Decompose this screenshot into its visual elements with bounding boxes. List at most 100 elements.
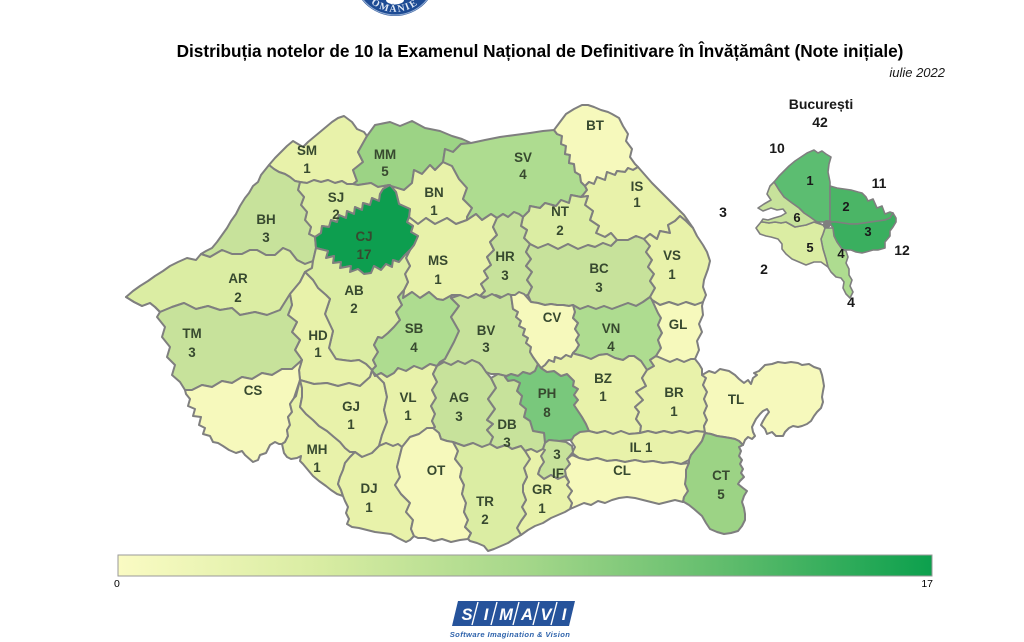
svg-text:CL: CL [613,463,631,478]
svg-text:OT: OT [427,463,446,478]
svg-text:17: 17 [921,578,933,590]
svg-text:BV: BV [477,323,496,338]
svg-text:8: 8 [543,405,551,420]
svg-text:M: M [499,606,514,624]
svg-text:3: 3 [864,224,871,239]
svg-text:2: 2 [481,512,488,527]
svg-text:IL 1: IL 1 [630,440,653,455]
svg-text:DJ: DJ [360,481,377,496]
svg-text:3: 3 [503,435,510,450]
svg-text:PH: PH [538,386,557,401]
svg-text:2: 2 [350,301,357,316]
svg-text:BZ: BZ [594,371,612,386]
svg-text:OMÂNIE: OMÂNIE [369,0,420,15]
svg-text:4: 4 [410,340,418,355]
svg-text:3: 3 [595,280,602,295]
svg-text:BH: BH [256,212,275,227]
svg-text:București: București [789,96,854,112]
svg-text:1: 1 [670,404,678,419]
svg-text:6: 6 [793,210,800,225]
svg-text:MM: MM [374,147,396,162]
svg-text:CV: CV [543,310,562,325]
svg-text:DB: DB [497,417,517,432]
svg-text:1: 1 [303,161,311,176]
svg-text:1: 1 [347,417,355,432]
svg-text:5: 5 [381,164,389,179]
svg-text:GL: GL [669,317,688,332]
svg-text:2: 2 [842,199,849,214]
svg-text:HR: HR [495,249,515,264]
svg-text:BC: BC [589,261,609,276]
svg-text:VS: VS [663,248,681,263]
svg-text:3: 3 [455,409,462,424]
svg-text:1: 1 [365,500,373,515]
svg-text:3: 3 [719,204,727,220]
svg-text:GR: GR [532,482,552,497]
svg-text:VN: VN [602,321,621,336]
svg-text:12: 12 [894,242,910,258]
svg-text:VL: VL [399,390,416,405]
svg-text:Software Imagination & Vision: Software Imagination & Vision [450,630,571,639]
svg-text:IS: IS [631,179,644,194]
svg-text:2: 2 [234,290,241,305]
svg-text:0: 0 [114,578,120,590]
svg-text:3: 3 [188,345,195,360]
svg-text:AG: AG [449,390,469,405]
svg-text:4: 4 [847,294,855,310]
svg-text:1: 1 [430,203,438,218]
svg-text:17: 17 [357,247,372,262]
svg-text:A: A [520,606,533,624]
svg-text:10: 10 [769,140,785,156]
svg-text:S: S [461,606,472,624]
svg-text:11: 11 [872,175,887,191]
svg-text:BR: BR [664,385,684,400]
svg-text:1: 1 [806,173,813,188]
svg-text:1: 1 [434,272,442,287]
svg-text:TR: TR [476,494,494,509]
svg-text:4: 4 [837,246,845,261]
svg-text:TL: TL [728,392,744,407]
svg-text:3: 3 [482,340,489,355]
svg-text:CT: CT [712,468,731,483]
svg-text:3: 3 [501,268,508,283]
svg-text:4: 4 [519,167,527,182]
svg-text:iulie 2022: iulie 2022 [889,65,945,80]
svg-text:1: 1 [633,195,641,210]
svg-text:5: 5 [717,487,725,502]
svg-text:42: 42 [812,114,828,130]
svg-text:2: 2 [556,223,563,238]
svg-text:SB: SB [405,321,424,336]
svg-text:AB: AB [344,283,364,298]
svg-text:SM: SM [297,143,317,158]
svg-text:CJ: CJ [355,229,372,244]
svg-text:BN: BN [424,185,443,200]
svg-text:MS: MS [428,253,448,268]
svg-text:NT: NT [551,204,570,219]
svg-text:SV: SV [514,150,532,165]
svg-text:MH: MH [307,442,328,457]
svg-text:1: 1 [538,501,546,516]
svg-text:TM: TM [182,326,201,341]
svg-text:CS: CS [244,383,263,398]
svg-text:3: 3 [262,230,269,245]
svg-text:1: 1 [668,267,676,282]
svg-text:SJ: SJ [328,190,344,205]
svg-text:4: 4 [607,339,615,354]
svg-text:1: 1 [313,460,321,475]
svg-text:5: 5 [806,240,813,255]
svg-text:2: 2 [760,261,768,277]
svg-text:1: 1 [599,389,607,404]
svg-text:GJ: GJ [342,399,360,414]
svg-text:IF: IF [552,466,564,481]
svg-text:I: I [562,606,567,624]
svg-text:Distribuția notelor de 10 la E: Distribuția notelor de 10 la Examenul Na… [177,41,904,61]
svg-text:1: 1 [404,408,412,423]
svg-text:2: 2 [332,207,339,222]
svg-text:BT: BT [586,118,605,133]
svg-text:AR: AR [228,271,248,286]
svg-text:I: I [484,606,489,624]
svg-text:V: V [540,606,553,624]
svg-text:1: 1 [314,345,322,360]
svg-text:3: 3 [553,447,560,462]
svg-text:HD: HD [308,328,328,343]
